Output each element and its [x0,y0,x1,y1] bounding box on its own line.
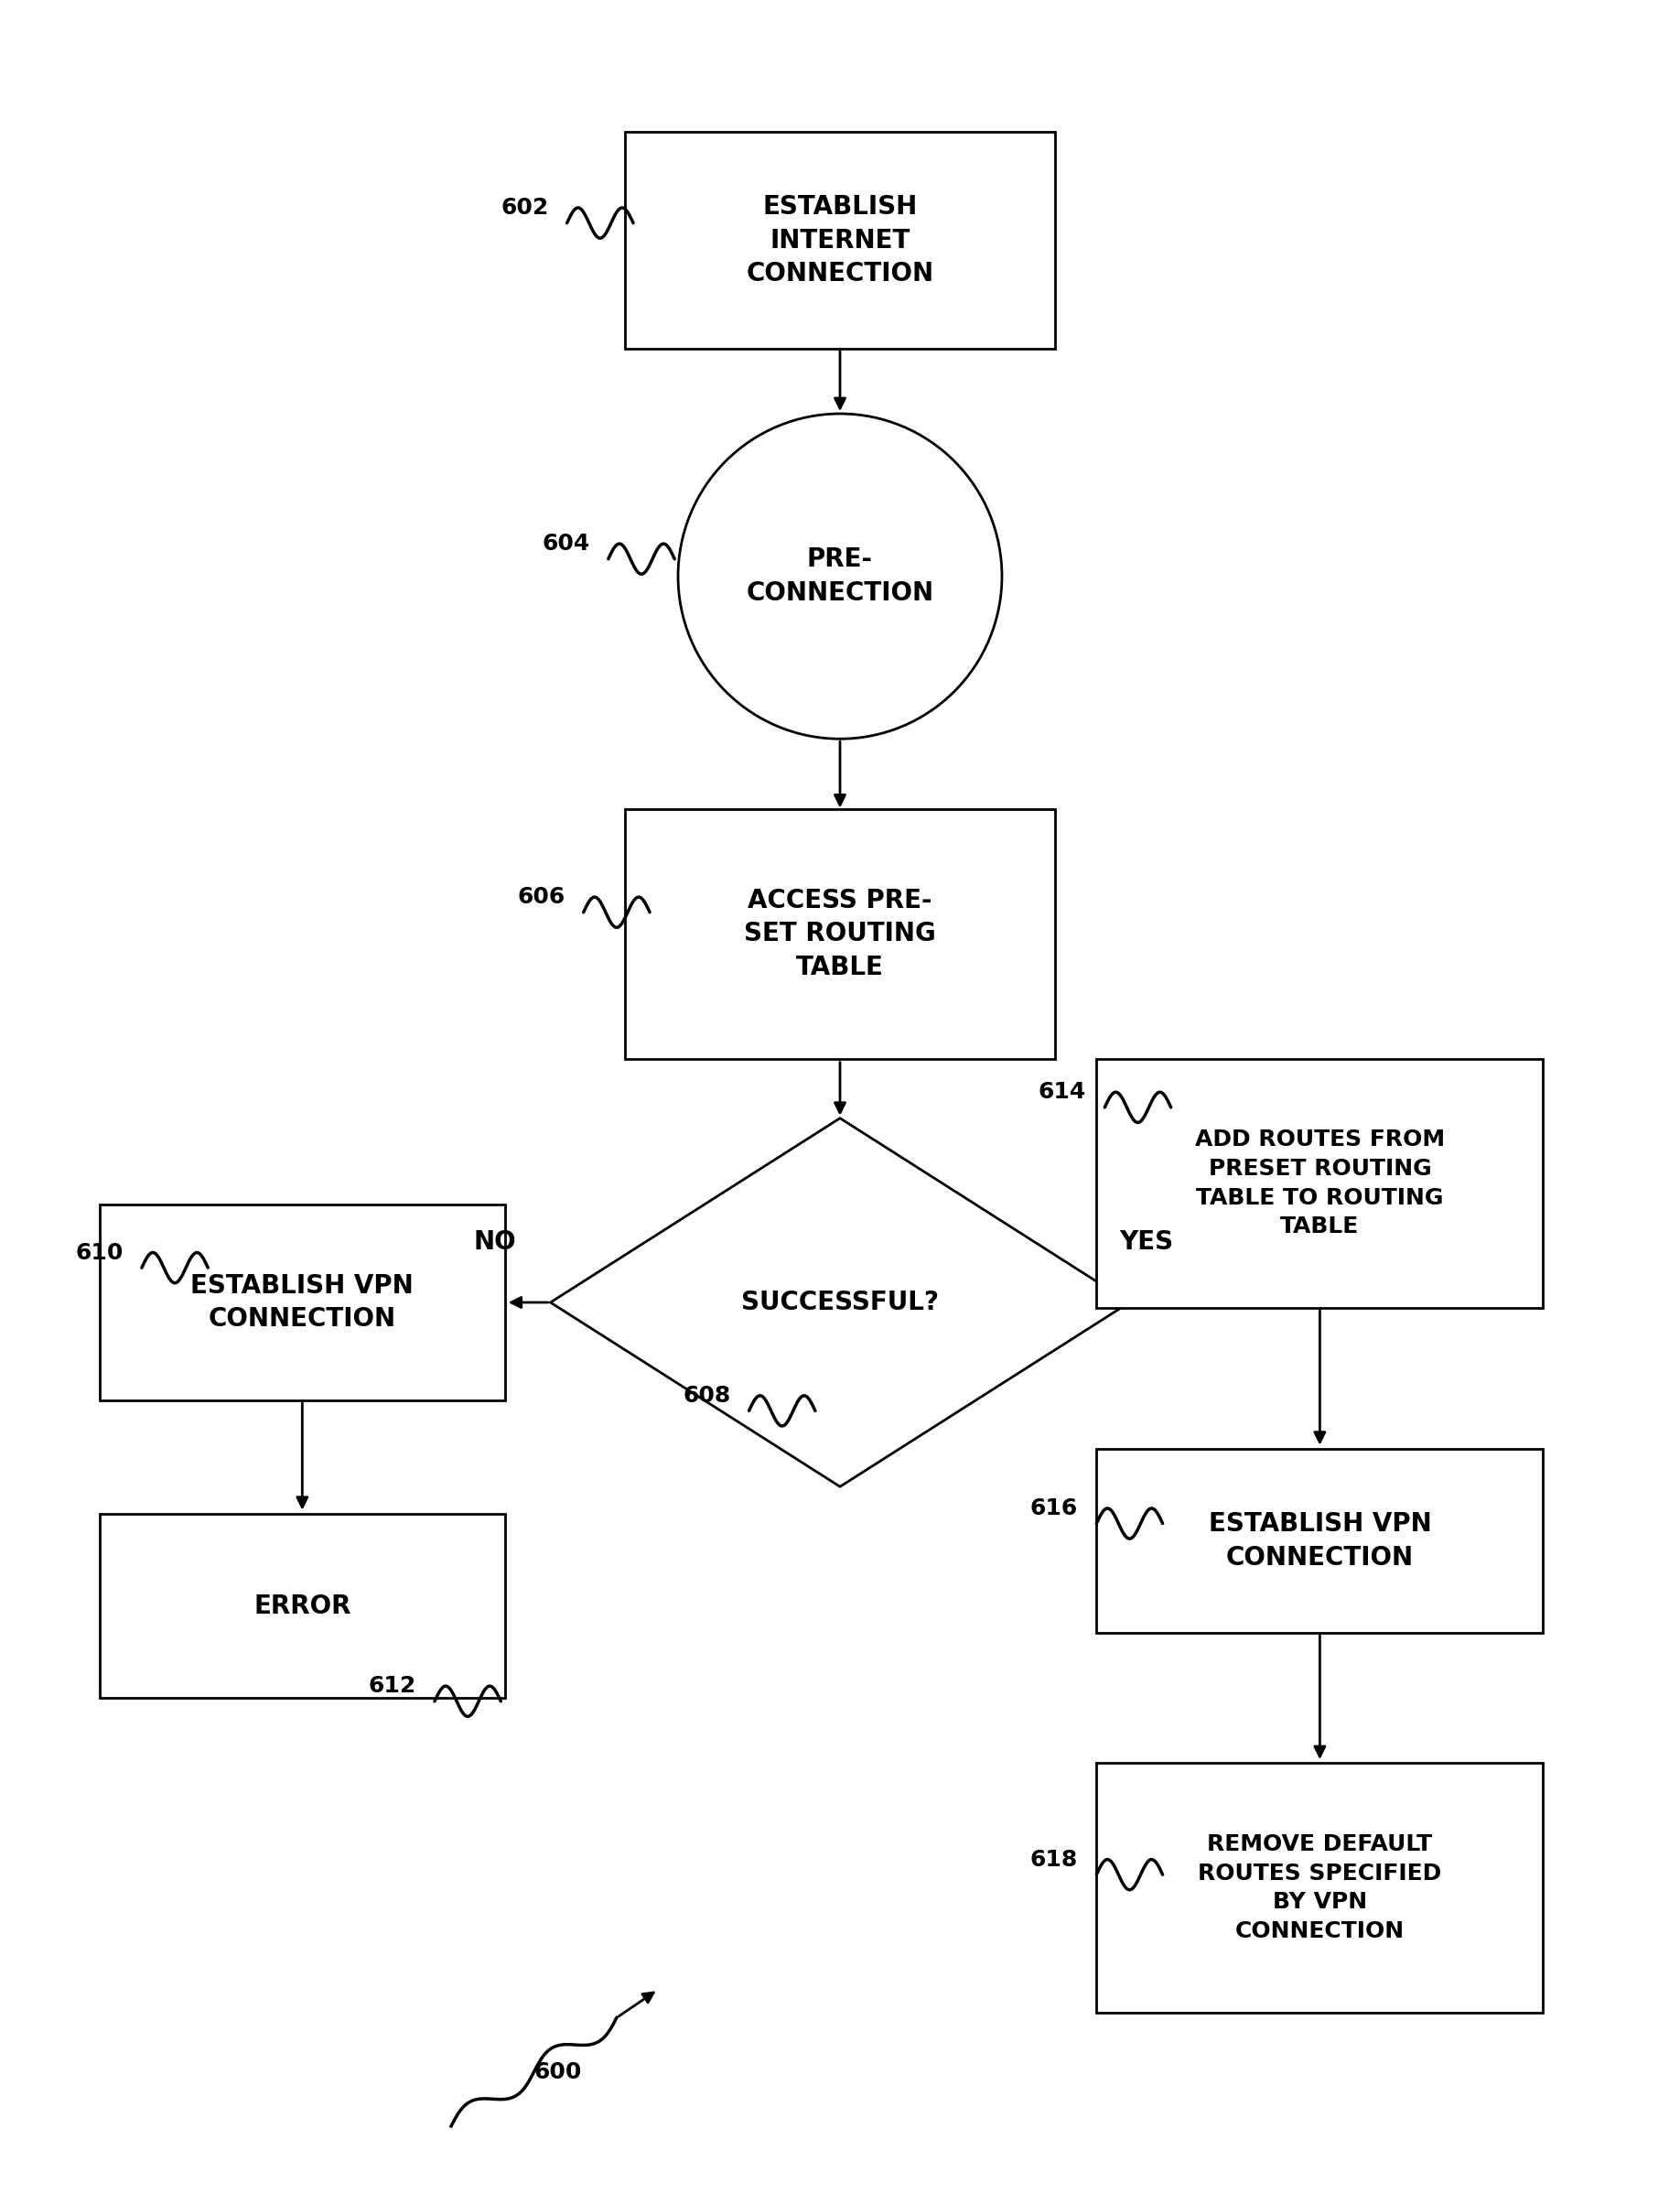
Text: 614: 614 [1038,1081,1087,1103]
Bar [625,132,1055,349]
Text: ESTABLISH VPN
CONNECTION: ESTABLISH VPN CONNECTION [1208,1511,1431,1570]
Text: 616: 616 [1030,1498,1079,1520]
Text: 612: 612 [368,1675,417,1697]
Bar [99,1204,506,1399]
Text: ERROR: ERROR [254,1592,351,1618]
Bar [99,1513,506,1697]
Text: ADD ROUTES FROM
PRESET ROUTING
TABLE TO ROUTING
TABLE: ADD ROUTES FROM PRESET ROUTING TABLE TO … [1194,1129,1445,1237]
Text: 602: 602 [501,197,549,219]
Text: 604: 604 [543,533,590,555]
Text: 606: 606 [517,886,564,908]
Text: PRE-
CONNECTION: PRE- CONNECTION [746,546,934,605]
Text: YES: YES [1119,1228,1173,1254]
Polygon shape [551,1118,1129,1487]
Text: 610: 610 [76,1241,124,1263]
Bar [1097,1450,1544,1634]
Ellipse shape [679,414,1001,739]
Bar [1097,1763,1544,2013]
Text: ESTABLISH VPN
CONNECTION: ESTABLISH VPN CONNECTION [192,1272,413,1331]
Text: SUCCESSFUL?: SUCCESSFUL? [741,1289,939,1316]
Text: NO: NO [474,1228,516,1254]
Text: 618: 618 [1030,1849,1079,1871]
Text: REMOVE DEFAULT
ROUTES SPECIFIED
BY VPN
CONNECTION: REMOVE DEFAULT ROUTES SPECIFIED BY VPN C… [1198,1833,1441,1943]
Text: 608: 608 [682,1384,731,1406]
Bar [625,809,1055,1059]
Text: ESTABLISH
INTERNET
CONNECTION: ESTABLISH INTERNET CONNECTION [746,193,934,287]
Text: ACCESS PRE-
SET ROUTING
TABLE: ACCESS PRE- SET ROUTING TABLE [744,888,936,980]
Text: 600: 600 [534,2061,581,2083]
Bar [1097,1059,1544,1307]
